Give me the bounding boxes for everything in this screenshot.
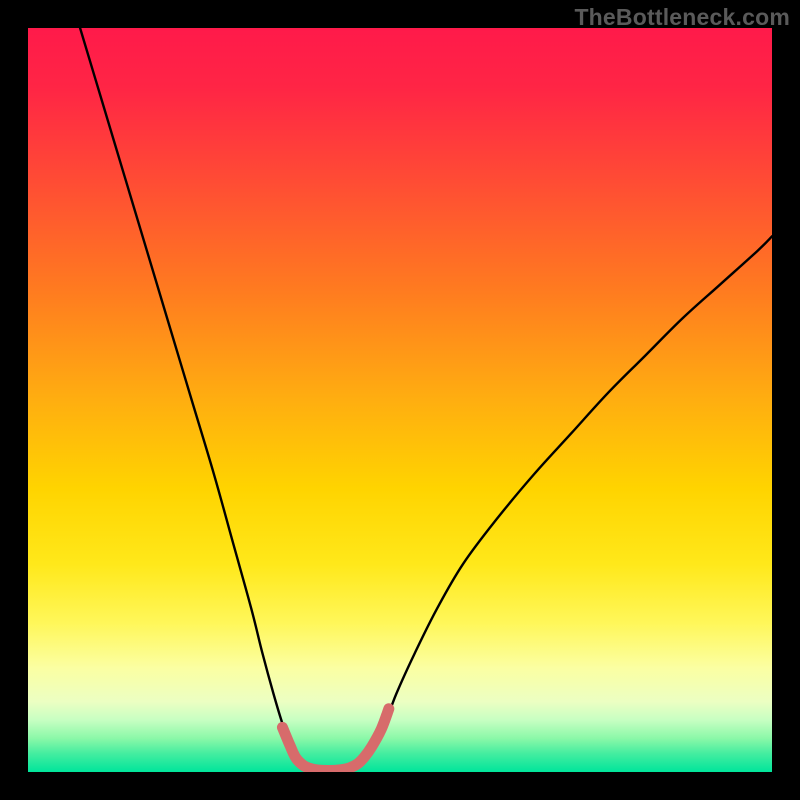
bottleneck-chart xyxy=(28,28,772,772)
chart-stage: TheBottleneck.com xyxy=(0,0,800,800)
watermark-text: TheBottleneck.com xyxy=(574,4,790,31)
chart-background xyxy=(28,28,772,772)
